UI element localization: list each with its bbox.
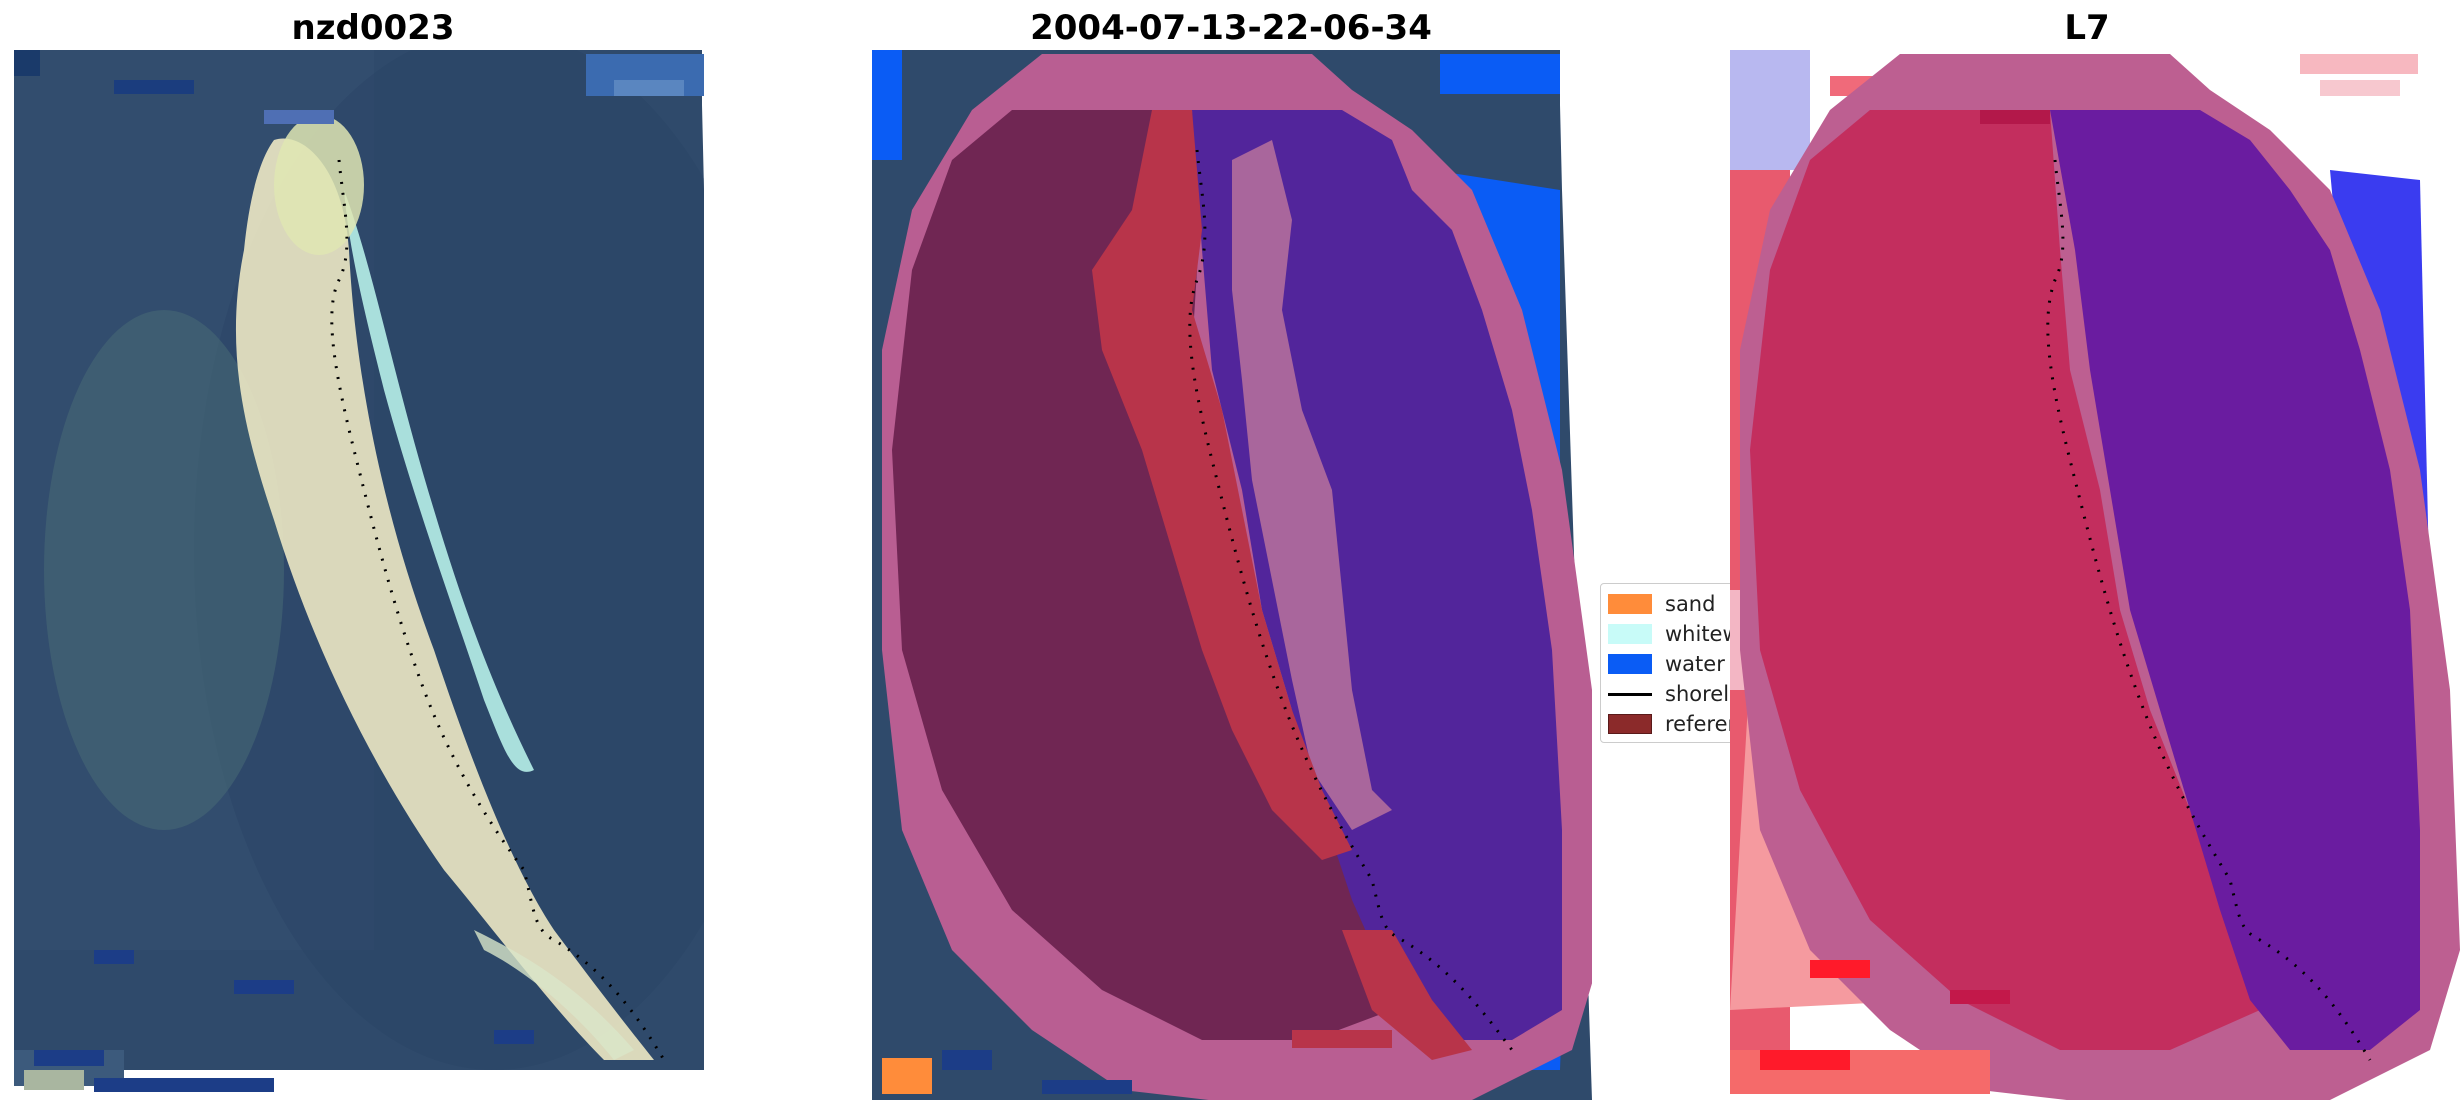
legend-swatch [1608,654,1652,674]
legend-swatch [1608,624,1652,644]
panel-title: L7 [2064,8,2110,48]
legend-item-whitewater: whitew [1601,620,1734,648]
legend-item-shoreline: shorel [1601,680,1733,708]
legend-label: referen [1665,712,1734,736]
index-image [1730,50,2460,1100]
panel-rgb: nzd0023 [0,0,780,1104]
legend-line [1608,693,1652,696]
legend-swatch [1608,594,1652,614]
legend-item-reference: referen [1601,710,1734,738]
legend: sand whitew water shorel referen [1600,583,1734,743]
panel-title: 2004-07-13-22-06-34 [1030,8,1432,48]
legend-label: water [1665,652,1725,676]
legend-label: shorel [1665,682,1730,706]
legend-label: sand [1665,592,1716,616]
legend-label: whitew [1665,622,1734,646]
rgb-satellite-image [14,50,704,1092]
legend-item-sand: sand [1601,590,1733,618]
legend-swatch [1608,714,1652,734]
legend-item-water: water [1601,650,1733,678]
classified-image [872,50,1592,1100]
panel-title: nzd0023 [291,8,455,48]
